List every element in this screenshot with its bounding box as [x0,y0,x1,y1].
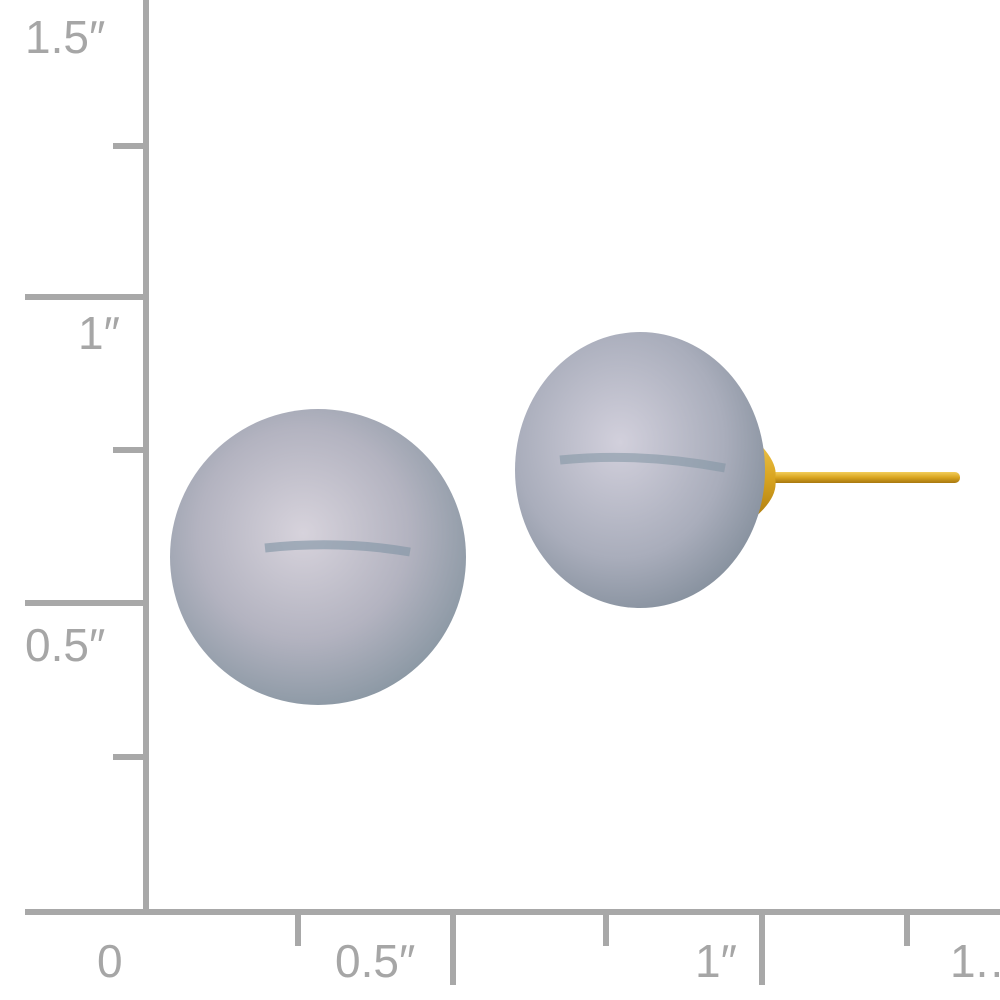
horizontal-label-1: 1″ [695,935,737,987]
horizontal-label-0: 0 [97,935,123,987]
earring-post [748,472,960,483]
horizontal-label-0.5: 0.5″ [335,935,416,987]
pearl-front [170,409,466,705]
vertical-label-1: 1″ [78,307,120,359]
vertical-label-1.5: 1.5″ [25,11,106,63]
ruler-lines [25,0,1000,985]
vertical-label-0.5: 0.5″ [25,619,106,671]
pearl-side [515,332,960,608]
horizontal-label-1.5: 1.… [950,935,1000,987]
